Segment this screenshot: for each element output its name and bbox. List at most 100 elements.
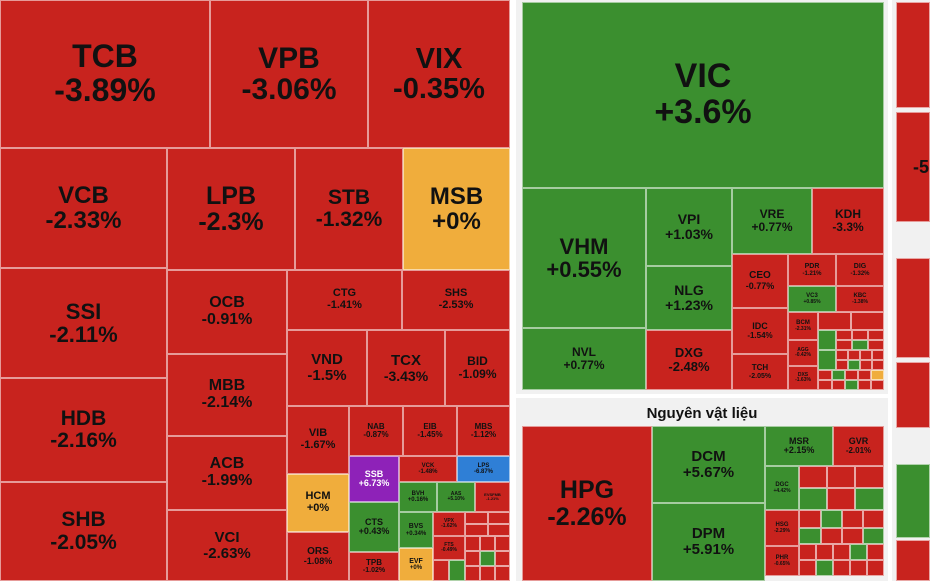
small-tile[interactable]	[433, 560, 449, 581]
small-tile[interactable]	[860, 350, 872, 360]
small-tile[interactable]	[858, 380, 871, 390]
small-tile[interactable]	[868, 340, 884, 350]
edge-tile[interactable]	[896, 464, 930, 538]
small-tile[interactable]	[845, 380, 858, 390]
small-tile[interactable]	[465, 551, 480, 566]
small-tile[interactable]	[833, 560, 850, 576]
stock-tile-msb[interactable]: MSB +0%	[403, 148, 510, 270]
edge-tile[interactable]	[896, 258, 930, 358]
small-tile[interactable]	[799, 528, 821, 544]
small-tile[interactable]	[465, 536, 480, 551]
small-tile[interactable]	[495, 536, 510, 551]
small-tile[interactable]	[816, 560, 833, 576]
small-tile[interactable]	[827, 488, 855, 510]
small-tile[interactable]	[852, 330, 868, 340]
small-tile[interactable]	[818, 330, 836, 350]
stock-tile-dxs[interactable]: DXS -1.63%	[788, 366, 818, 390]
small-tile[interactable]	[799, 510, 821, 528]
stock-tile-stb[interactable]: STB -1.32%	[295, 148, 403, 270]
stock-tile-vre[interactable]: VRE +0.77%	[732, 188, 812, 254]
stock-tile-hdb[interactable]: HDB -2.16%	[0, 378, 167, 482]
small-tile[interactable]	[833, 544, 850, 560]
stock-tile-dig[interactable]: DIG -1.32%	[836, 254, 884, 286]
small-tile[interactable]	[832, 380, 845, 390]
small-tile[interactable]	[851, 312, 884, 330]
small-tile[interactable]	[872, 360, 884, 370]
small-tile[interactable]	[821, 510, 842, 528]
stock-tile-dxg[interactable]: DXG -2.48%	[646, 330, 732, 390]
stock-tile-lps[interactable]: LPS -6.87%	[457, 456, 510, 482]
stock-tile-acb[interactable]: ACB -1.99%	[167, 436, 287, 510]
stock-tile-bvs[interactable]: BVS +0.34%	[399, 512, 433, 548]
small-tile[interactable]	[832, 370, 845, 380]
stock-tile-dgc[interactable]: DGC +4.42%	[765, 466, 799, 510]
stock-tile-evf[interactable]: EVF +0%	[399, 548, 433, 581]
stock-tile-ssb[interactable]: SSB +6.73%	[349, 456, 399, 502]
small-tile[interactable]	[818, 350, 836, 370]
stock-tile-ctg[interactable]: CTG -1.41%	[287, 270, 402, 330]
stock-tile-dcm[interactable]: DCM +5.67%	[652, 426, 765, 503]
small-tile[interactable]	[480, 566, 495, 581]
stock-tile-vib[interactable]: VIB -1.67%	[287, 406, 349, 474]
small-tile[interactable]	[480, 536, 495, 551]
small-tile[interactable]	[860, 360, 872, 370]
small-tile[interactable]	[821, 528, 842, 544]
stock-tile-ceo[interactable]: CEO -0.77%	[732, 254, 788, 308]
small-tile[interactable]	[799, 544, 816, 560]
stock-tile-vpi[interactable]: VPI +1.03%	[646, 188, 732, 266]
small-tile[interactable]	[818, 380, 832, 390]
stock-tile-pdr[interactable]: PDR -1.21%	[788, 254, 836, 286]
stock-tile-dpm[interactable]: DPM +5.91%	[652, 503, 765, 581]
edge-tile[interactable]	[896, 2, 930, 108]
small-tile[interactable]	[848, 350, 860, 360]
small-tile[interactable]	[465, 512, 488, 524]
stock-tile-vpx[interactable]: VPX -1.62%	[433, 512, 465, 536]
small-tile[interactable]	[868, 330, 884, 340]
small-tile[interactable]	[836, 340, 852, 350]
small-tile[interactable]	[836, 330, 852, 340]
stock-tile-mbs[interactable]: MBS -1.12%	[457, 406, 510, 456]
stock-tile-tpb[interactable]: TPB -1.02%	[349, 552, 399, 581]
stock-tile-agg[interactable]: AGG -0.42%	[788, 340, 818, 366]
stock-tile-eib[interactable]: EIB -1.45%	[403, 406, 457, 456]
stock-tile-fts[interactable]: FTS -0.49%	[433, 536, 465, 560]
stock-tile-shb[interactable]: SHB -2.05%	[0, 482, 167, 581]
stock-tile-mbb[interactable]: MBB -2.14%	[167, 354, 287, 436]
small-tile[interactable]	[827, 466, 855, 488]
small-tile[interactable]	[799, 466, 827, 488]
small-tile[interactable]	[872, 350, 884, 360]
stock-tile-kbc[interactable]: KBC -1.38%	[836, 286, 884, 312]
stock-tile-tcx[interactable]: TCX -3.43%	[367, 330, 445, 406]
small-tile[interactable]	[858, 370, 871, 380]
small-tile[interactable]	[850, 544, 867, 560]
stock-tile-shs[interactable]: SHS -2.53%	[402, 270, 510, 330]
stock-tile-msr[interactable]: MSR +2.15%	[765, 426, 833, 466]
small-tile[interactable]	[480, 551, 495, 566]
stock-tile-gvr[interactable]: GVR -2.01%	[833, 426, 884, 466]
stock-tile-evsfmb[interactable]: EVSFMB -1.21%	[475, 482, 510, 512]
small-tile[interactable]	[465, 524, 488, 536]
edge-tile-partial[interactable]: -5	[896, 112, 930, 222]
stock-tile-phr[interactable]: PHR -0.65%	[765, 546, 799, 576]
stock-tile-vcb[interactable]: VCB -2.33%	[0, 148, 167, 268]
stock-tile-vic[interactable]: VIC +3.6%	[522, 2, 884, 188]
small-tile[interactable]	[867, 544, 884, 560]
small-tile[interactable]	[495, 551, 510, 566]
small-tile[interactable]	[449, 560, 465, 581]
stock-tile-aas[interactable]: AAS +5.10%	[437, 482, 475, 512]
small-tile[interactable]	[863, 510, 884, 528]
small-tile[interactable]	[863, 528, 884, 544]
small-tile[interactable]	[818, 370, 832, 380]
small-tile[interactable]	[465, 566, 480, 581]
small-tile[interactable]	[845, 370, 858, 380]
small-tile[interactable]	[818, 312, 851, 330]
small-tile[interactable]	[842, 510, 863, 528]
stock-tile-lpb[interactable]: LPB -2.3%	[167, 148, 295, 270]
stock-tile-vc3[interactable]: VC3 +0.85%	[788, 286, 836, 312]
small-tile[interactable]	[799, 488, 827, 510]
stock-tile-nvl[interactable]: NVL +0.77%	[522, 328, 646, 390]
small-tile[interactable]	[816, 544, 833, 560]
small-tile[interactable]	[488, 524, 510, 536]
stock-tile-idc[interactable]: IDC -1.54%	[732, 308, 788, 354]
small-tile[interactable]	[871, 370, 884, 380]
